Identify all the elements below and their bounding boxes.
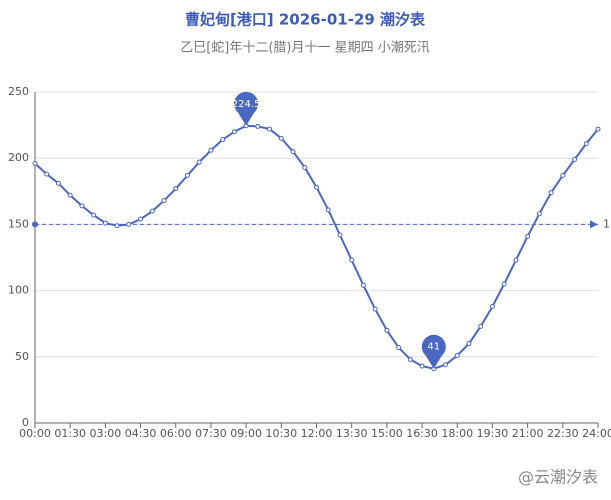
point [419,363,425,369]
point [396,345,402,351]
tide-line [34,124,599,370]
point [513,257,519,263]
point [407,356,413,362]
mean-line-arrow [590,220,598,229]
point [149,208,155,214]
point [384,327,390,333]
mean-line-label: 150 [603,217,611,230]
point [161,198,167,204]
x-tick-label: 04:30 [125,427,157,440]
point [220,137,226,143]
point [595,126,601,132]
x-tick-label: 03:00 [90,427,122,440]
x-tick-label: 19:30 [477,427,509,440]
x-tick-label: 16:30 [406,427,438,440]
x-tick-label: 09:00 [230,427,262,440]
mark-pin-label: 41 [427,342,440,353]
x-tick-label: 12:00 [301,427,333,440]
y-tick-label: 0 [22,416,29,429]
point [302,164,308,170]
point [290,149,296,155]
x-tick-label: 00:00 [19,427,51,440]
point [126,221,132,227]
point [44,171,50,177]
point [138,216,144,222]
x-tick-label: 15:00 [371,427,403,440]
point [478,323,484,329]
mark-pin [421,334,446,369]
point [278,135,284,141]
point [489,303,495,309]
point [466,341,472,347]
point [67,192,73,198]
point [583,141,589,147]
point [337,232,343,238]
y-tick-label: 50 [15,350,29,363]
point [548,190,554,196]
point [173,186,179,192]
chart-subtitle: 乙巳[蛇]年十二(腊)月十一 星期四 小潮死汛 [180,41,430,56]
point [32,160,38,166]
x-tick-label: 18:00 [441,427,473,440]
x-tick-label: 07:30 [195,427,227,440]
point [372,306,378,312]
point [231,129,237,135]
y-tick-label: 150 [8,217,29,230]
point [255,123,261,129]
x-tick-label: 22:30 [547,427,579,440]
point [501,281,507,287]
mark-pin-label: 224.5 [232,99,261,110]
point [360,282,366,288]
point [55,180,61,186]
point [536,211,542,217]
point [208,147,214,153]
point [196,159,202,165]
x-tick-label: 24:00 [582,427,611,440]
point [525,233,531,239]
point [349,257,355,263]
x-tick-label: 13:30 [336,427,368,440]
chart-title: 曹妃甸[港口] 2026-01-29 潮汐表 [185,11,426,29]
y-tick-label: 100 [8,284,29,297]
point [443,362,449,368]
point [102,220,108,226]
x-tick-label: 01:30 [54,427,86,440]
point [454,352,460,358]
point [572,157,578,163]
point [114,223,120,229]
x-tick-label: 06:00 [160,427,192,440]
mark-pin [234,91,259,126]
point [267,126,273,132]
y-tick-label: 250 [8,85,29,98]
x-tick-label: 10:30 [265,427,297,440]
x-tick-label: 21:00 [512,427,544,440]
point [184,172,190,178]
point [91,212,97,218]
point [79,203,85,209]
watermark: @云潮汐表 [518,468,598,487]
y-tick-label: 200 [8,151,29,164]
point [314,184,319,190]
point [560,172,566,178]
point [325,207,331,213]
mean-line-start [32,221,38,228]
